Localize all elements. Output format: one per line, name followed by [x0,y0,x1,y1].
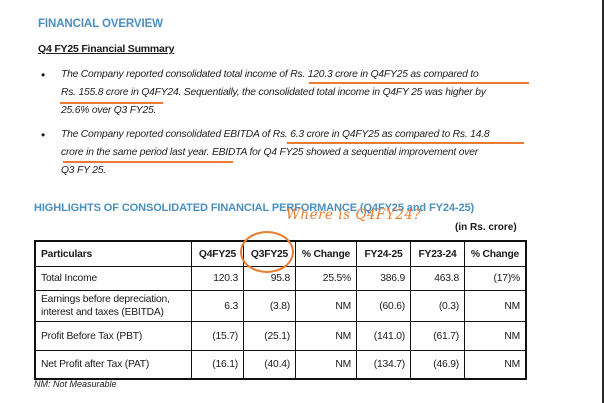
summary-subtitle: Q4 FY25 Financial Summary [38,43,175,55]
cell: (46.9) [410,350,465,379]
bullet-paragraph-ebitda: The Company reported consolidated EBITDA… [61,126,541,180]
cell: (61.7) [410,321,465,351]
cell: (25.1) [243,321,296,351]
highlights-title: HIGHLIGHTS OF CONSOLIDATED FINANCIAL PER… [34,202,475,214]
highlight-underline [309,82,529,84]
table-row: Net Profit after Tax (PAT) (16.1) (40.4)… [34,350,527,379]
cell: NM [464,321,527,351]
paragraph-line: The Company reported consolidated EBITDA… [61,129,490,140]
highlight-underline [287,142,524,144]
cell: NM [464,290,527,322]
row-label: Total Income [34,266,192,291]
cell: (0.3) [410,290,465,322]
paragraph-line: The Company reported consolidated total … [61,69,479,80]
cell: (15.7) [191,321,244,351]
cell: (134.7) [356,350,411,379]
cell: (141.0) [356,321,411,351]
table-row: Earnings before depreciation, interest a… [34,290,527,322]
cell: NM [295,321,357,351]
cell: (3.8) [243,290,296,322]
paragraph-line: crore in the same period last year. EBID… [61,147,478,158]
table-row: Profit Before Tax (PBT) (15.7) (25.1) NM… [34,321,527,351]
page-edge-border [602,0,604,403]
cell: 386.9 [356,266,411,291]
cell: 25.5% [295,266,357,291]
financial-table: Particulars Q4FY25 Q3FY25 % Change FY24-… [34,240,527,380]
cell: NM [295,290,357,322]
col-header-particulars: Particulars [34,240,192,267]
cell: (60.6) [356,290,411,322]
cell: 463.8 [410,266,465,291]
col-header-fy24-25: FY24-25 [356,240,411,267]
paragraph-line: Rs. 155.8 crore in Q4FY24. Sequentially,… [61,87,486,98]
paragraph-line: Q3 FY 25. [61,165,106,176]
section-title: FINANCIAL OVERVIEW [38,18,163,30]
cell: 120.3 [191,266,244,291]
col-header-q4fy25: Q4FY25 [191,240,244,267]
highlight-underline [63,161,233,163]
highlight-underline [60,102,163,104]
cell: (17)% [464,266,527,291]
handwritten-annotation: Where is Q4FY24? [286,207,422,223]
annotation-circle [240,231,294,273]
col-header-pct-change-fy: % Change [464,240,527,267]
cell: NM [295,350,357,379]
cell: (40.4) [243,350,296,379]
col-header-fy23-24: FY23-24 [410,240,465,267]
unit-note: (in Rs. crore) [455,222,517,233]
col-header-pct-change-q: % Change [295,240,357,267]
bullet-paragraph-income: The Company reported consolidated total … [61,66,541,120]
cell: 6.3 [191,290,244,322]
cell: (16.1) [191,350,244,379]
row-label: Profit Before Tax (PBT) [34,321,192,351]
row-label: Net Profit after Tax (PAT) [34,350,192,379]
bullet-icon: • [41,128,46,142]
cell: NM [464,350,527,379]
bullet-icon: • [41,68,46,82]
paragraph-line: 25.6% over Q3 FY25. [61,105,157,116]
row-label: Earnings before depreciation, interest a… [34,290,192,322]
footnote: NM: Not Measurable [34,379,117,389]
